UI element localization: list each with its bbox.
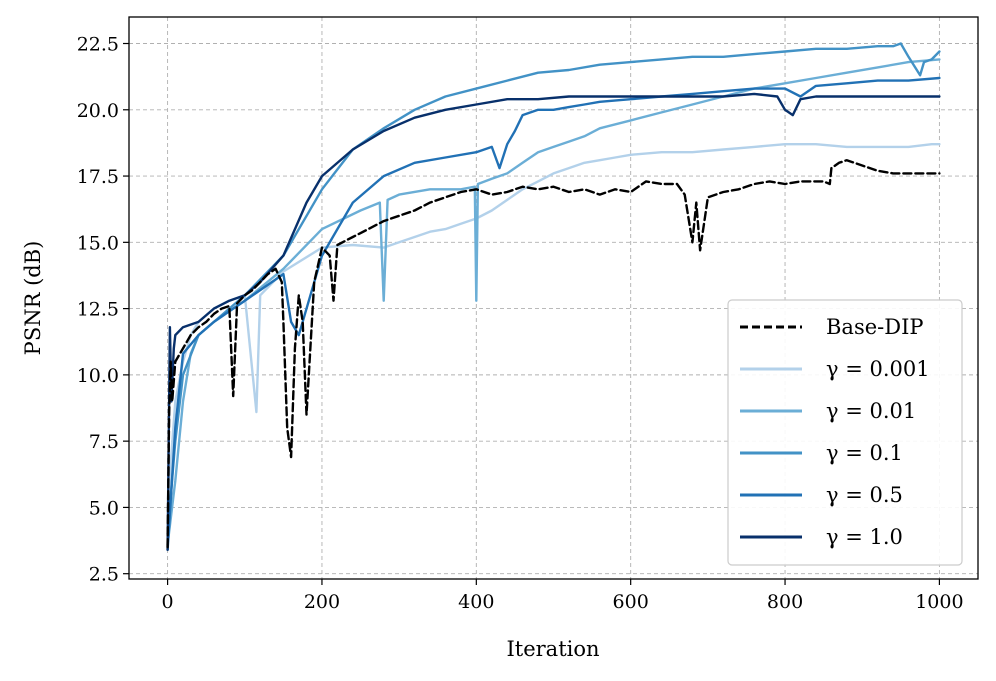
y-axis-label: PSNR (dB) — [21, 241, 45, 356]
x-tick-label: 200 — [304, 591, 340, 613]
legend-label: γ = 1.0 — [826, 525, 903, 549]
x-tick-label: 0 — [162, 591, 174, 613]
legend: Base-DIP γ = 0.001 γ = 0.01 γ = 0.1 γ = 0.5 γ… — [727, 299, 963, 566]
y-tick-label: 2.5 — [89, 564, 119, 586]
x-axis-label: Iteration — [506, 637, 599, 661]
legend-label: γ = 0.1 — [826, 441, 903, 465]
legend-label: γ = 0.001 — [826, 357, 930, 381]
y-tick-label: 7.5 — [89, 431, 119, 453]
y-tick-label: 5.0 — [89, 497, 119, 519]
ticks: 0 200 400 600 800 1000 2.5 5.0 7.5 10.0 12.5 15.0 17… — [77, 34, 964, 613]
x-tick-label: 600 — [613, 591, 649, 613]
legend-label: γ = 0.5 — [826, 483, 903, 507]
y-tick-label: 12.5 — [77, 299, 119, 321]
y-tick-label: 17.5 — [77, 166, 119, 188]
x-tick-label: 800 — [767, 591, 803, 613]
y-tick-label: 20.0 — [77, 100, 119, 122]
series-group — [166, 42, 941, 551]
series-line-5 — [166, 92, 941, 551]
x-tick-label: 1000 — [915, 591, 963, 613]
legend-label: Base-DIP — [826, 315, 924, 339]
y-tick-label: 10.0 — [77, 365, 119, 387]
series-line-0 — [166, 158, 941, 549]
x-tick-label: 400 — [458, 591, 494, 613]
legend-label: γ = 0.01 — [826, 399, 916, 423]
y-tick-label: 15.0 — [77, 232, 119, 254]
y-tick-label: 22.5 — [77, 34, 119, 56]
plot-frame — [128, 16, 979, 580]
series-line-4 — [166, 76, 941, 551]
legend-box — [727, 299, 963, 566]
